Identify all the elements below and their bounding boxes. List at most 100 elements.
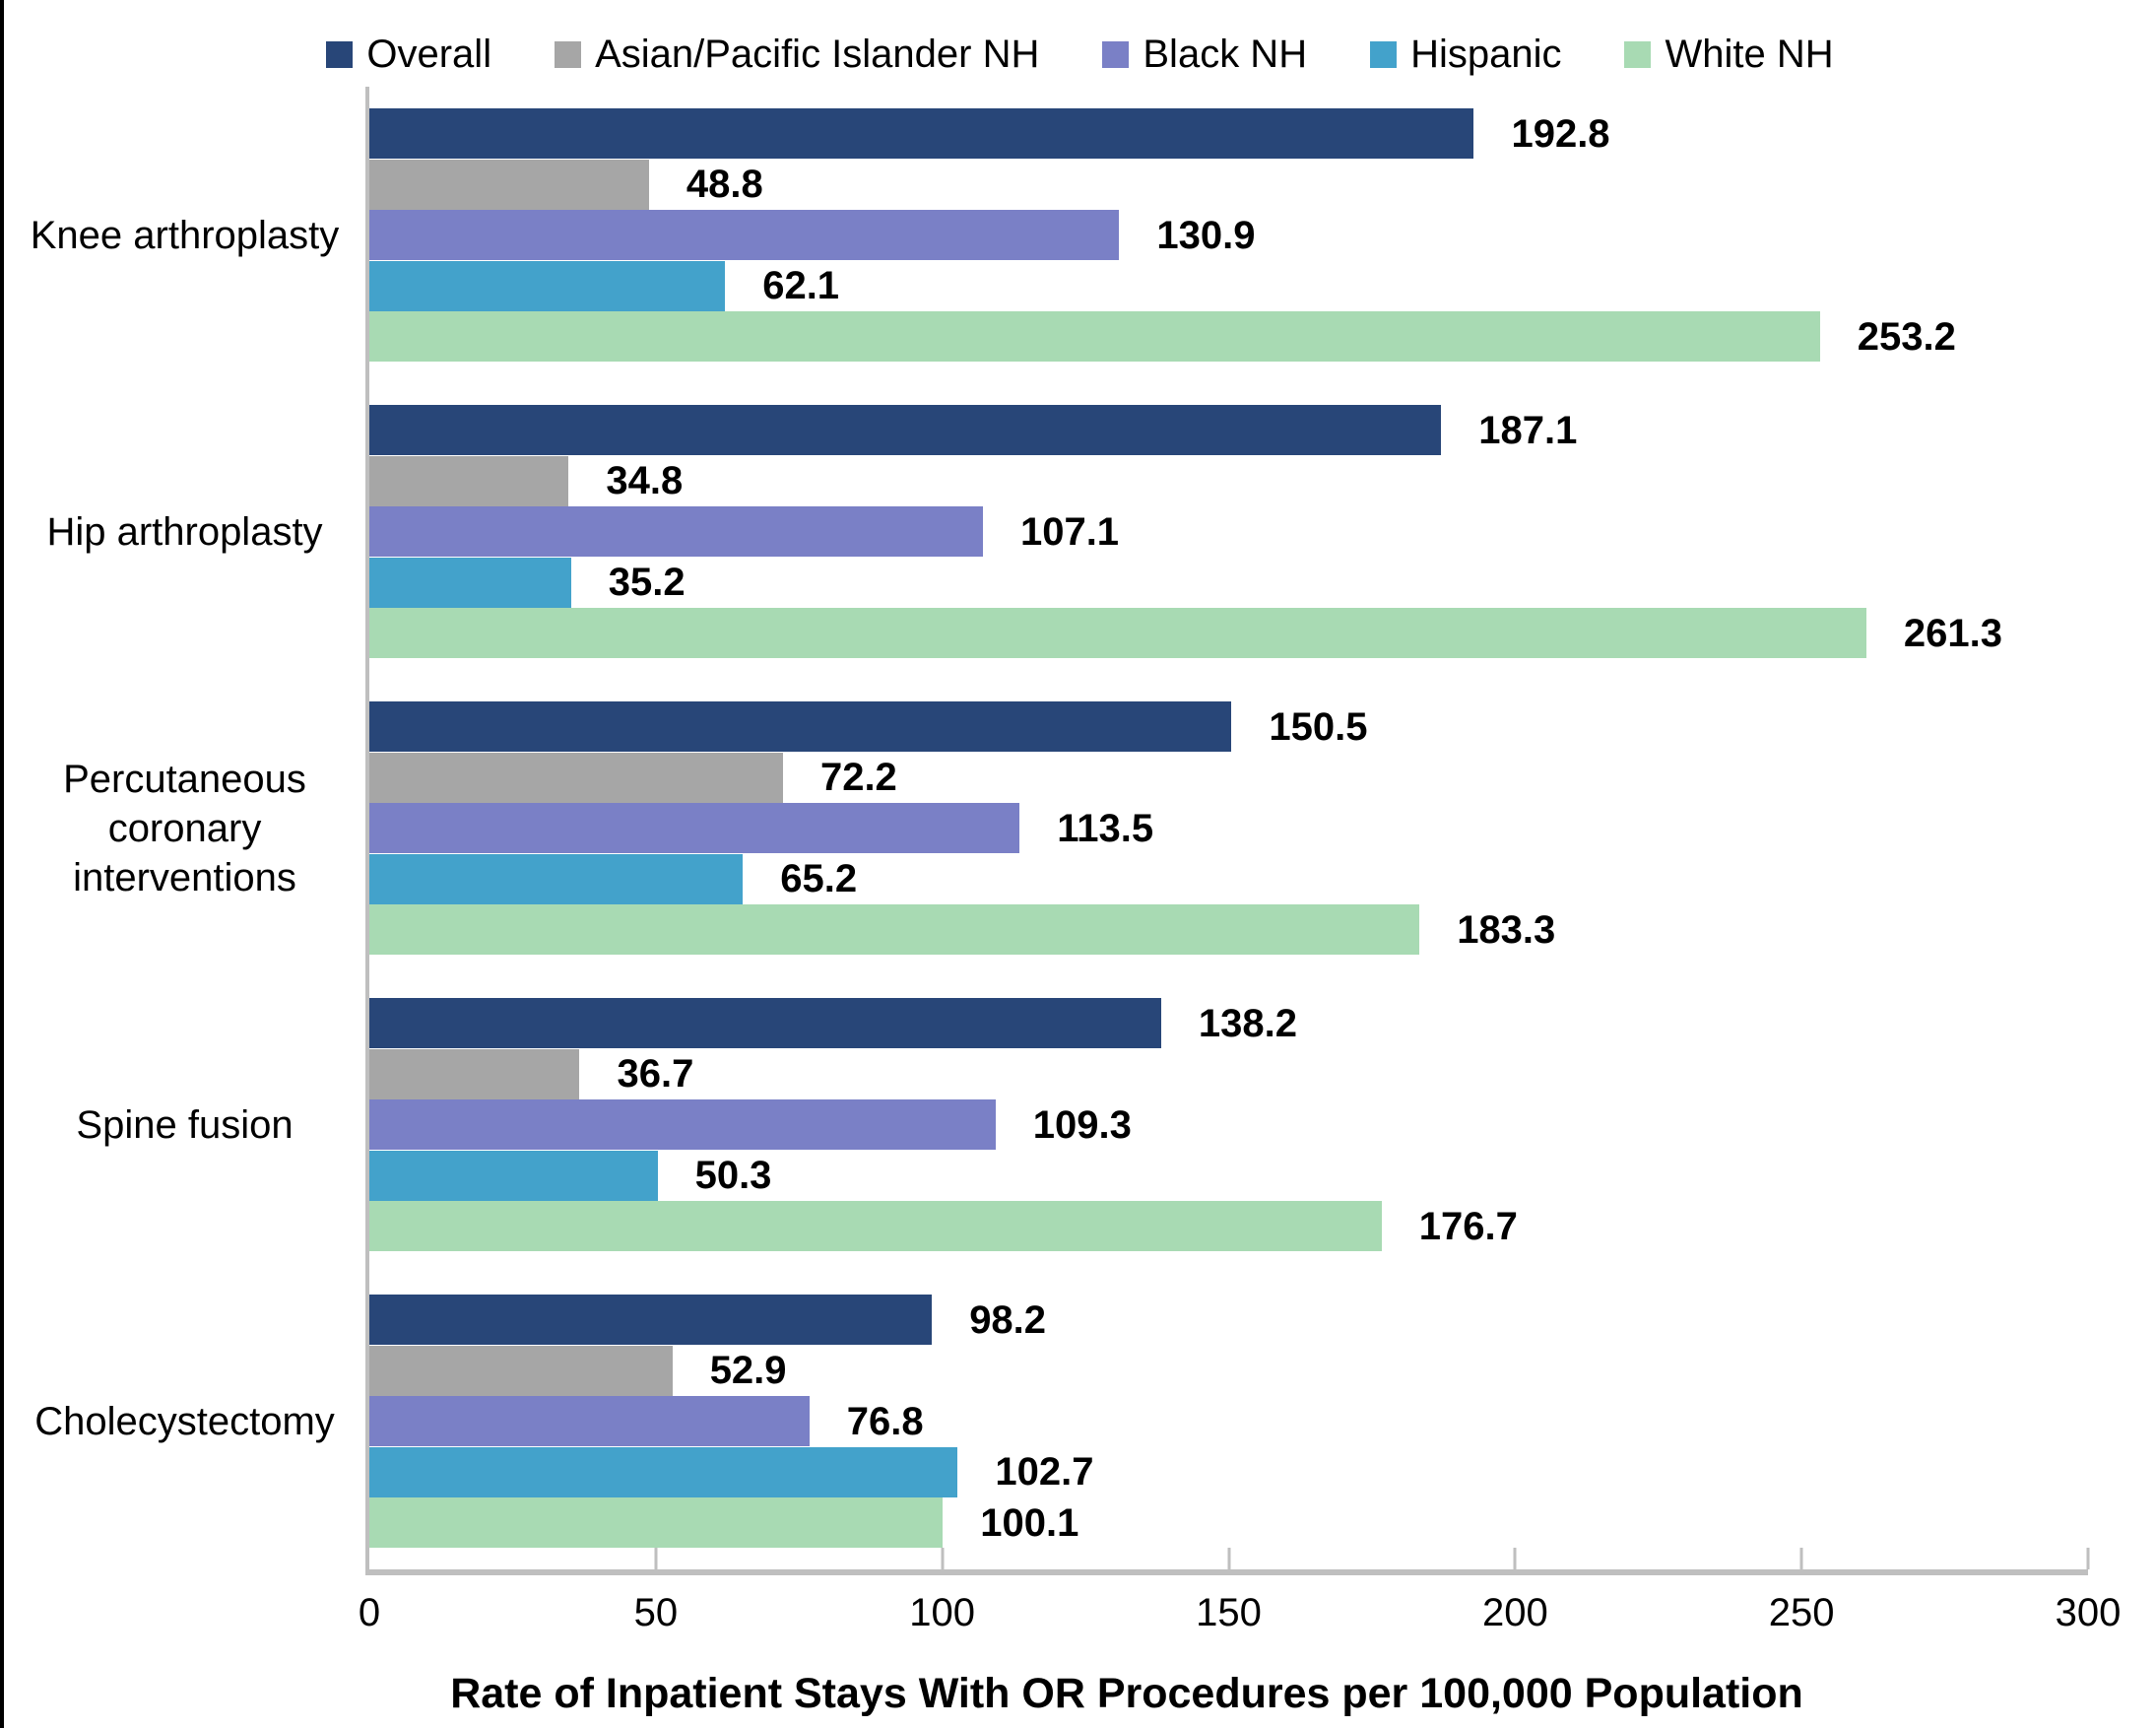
bar: [369, 803, 1020, 853]
value-label: 76.8: [832, 1395, 938, 1447]
value-label: 150.5: [1255, 700, 1382, 753]
value-label: 176.7: [1405, 1200, 1532, 1252]
bar-row: 76.8: [369, 1395, 2088, 1447]
bar: [369, 752, 783, 803]
x-axis-tick-mark: [654, 1548, 658, 1569]
value-label: 261.3: [1889, 607, 2016, 659]
bar: [369, 853, 744, 904]
bar: [369, 608, 1866, 658]
bar: [369, 159, 649, 210]
bar: [369, 904, 1420, 955]
bar: [369, 405, 1442, 455]
value-label: 98.2: [955, 1294, 1061, 1346]
bar: [369, 260, 726, 311]
bar-row: 187.1: [369, 404, 2088, 456]
value-label: 50.3: [681, 1150, 786, 1201]
bar-row: 107.1: [369, 505, 2088, 558]
x-axis-tick-label: 200: [1481, 1591, 1548, 1634]
bar-group: 138.2 36.7 109.3 50.3 176.7: [369, 976, 2088, 1273]
bar-row: 48.8: [369, 159, 2088, 210]
value-label: 48.8: [672, 159, 777, 210]
x-axis-tick-label: 250: [1768, 1591, 1835, 1634]
bar: [369, 557, 571, 608]
category-label: Spine fusion: [76, 1102, 294, 1147]
value-label: 130.9: [1143, 209, 1270, 261]
value-label: 253.2: [1843, 310, 1970, 363]
value-label: 72.2: [806, 752, 911, 803]
value-label: 109.3: [1018, 1098, 1145, 1151]
legend-swatch-icon: [1102, 40, 1130, 68]
bar: [369, 1446, 958, 1497]
value-label: 107.1: [1006, 505, 1134, 558]
value-label: 183.3: [1443, 903, 1570, 956]
bar-row: 113.5: [369, 802, 2088, 854]
value-label: 113.5: [1043, 802, 1168, 854]
legend-label: White NH: [1665, 33, 1834, 76]
x-axis-tick-label: 50: [633, 1591, 679, 1634]
bar-row: 253.2: [369, 310, 2088, 363]
legend-label: Overall: [366, 33, 492, 76]
bar-row: 50.3: [369, 1150, 2088, 1201]
category-label: Percutaneous coronary interventions: [63, 757, 306, 899]
bar-group: 192.8 48.8 130.9 62.1 253.2: [369, 87, 2088, 383]
x-axis-tick-mark: [2086, 1548, 2090, 1569]
bar-group: 150.5 72.2 113.5 65.2 183.3: [369, 680, 2088, 976]
x-axis-title: Rate of Inpatient Stays With OR Procedur…: [450, 1670, 1803, 1717]
bar: [369, 1048, 580, 1099]
legend-swatch-icon: [1370, 40, 1398, 68]
bar-row: 72.2: [369, 752, 2088, 803]
legend-item: Black NH: [1102, 34, 1307, 74]
value-label: 35.2: [594, 557, 699, 608]
bar-group: 187.1 34.8 107.1 35.2 261.3: [369, 383, 2088, 680]
category-label: Knee arthroplasty: [30, 213, 340, 257]
value-label: 102.7: [981, 1446, 1108, 1497]
bar-row: 109.3: [369, 1098, 2088, 1151]
bar: [369, 701, 1232, 752]
bar: [369, 506, 983, 557]
legend-item: Hispanic: [1370, 34, 1561, 74]
bar: [369, 455, 569, 506]
bar-row: 62.1: [369, 260, 2088, 311]
value-label: 36.7: [603, 1048, 708, 1099]
category-label: Cholecystectomy: [34, 1399, 335, 1443]
bar-chart: Knee arthroplasty Hip arthroplasty Percuta…: [4, 87, 2156, 1575]
x-axis-tick-mark: [1513, 1548, 1517, 1569]
legend-swatch-icon: [555, 40, 582, 68]
bar: [369, 1201, 1382, 1251]
legend-item: Overall: [326, 34, 491, 74]
bar-row: 100.1: [369, 1496, 2088, 1549]
bar: [369, 1099, 996, 1150]
bar-row: 98.2: [369, 1294, 2088, 1346]
legend-label: Hispanic: [1410, 33, 1562, 76]
bar-row: 261.3: [369, 607, 2088, 659]
legend-item: Asian/Pacific Islander NH: [555, 34, 1039, 74]
legend-item: White NH: [1624, 33, 1834, 76]
x-axis-tick-mark: [1227, 1548, 1230, 1569]
bar-group: 98.2 52.9 76.8 102.7 100.1: [369, 1273, 2088, 1569]
bar-row: 130.9: [369, 209, 2088, 261]
bar: [369, 1396, 810, 1446]
bar: [369, 998, 1161, 1048]
value-label: 62.1: [749, 260, 854, 311]
bar: [369, 311, 1820, 362]
bar-row: 192.8: [369, 107, 2088, 160]
bar-row: 150.5: [369, 700, 2088, 753]
legend-swatch-icon: [326, 40, 354, 68]
bar-row: 183.3: [369, 903, 2088, 956]
x-axis-tick-label: 100: [909, 1591, 976, 1634]
value-label: 187.1: [1465, 404, 1592, 456]
bar: [369, 1150, 658, 1201]
x-axis-tick-mark: [1799, 1548, 1803, 1569]
legend-swatch-icon: [1624, 40, 1652, 68]
bar: [369, 1345, 673, 1396]
category-axis: Knee arthroplasty Hip arthroplasty Percuta…: [4, 87, 365, 1569]
chart-legend: Overall Asian/Pacific Islander NH Black NH…: [4, 0, 2156, 87]
bar: [369, 108, 1474, 159]
value-label: 100.1: [966, 1496, 1093, 1549]
bar: [369, 210, 1120, 260]
bar: [369, 1295, 933, 1345]
legend-label: Asian/Pacific Islander NH: [595, 33, 1040, 76]
bar-row: 52.9: [369, 1345, 2088, 1396]
category-label: Hip arthroplasty: [46, 509, 323, 554]
